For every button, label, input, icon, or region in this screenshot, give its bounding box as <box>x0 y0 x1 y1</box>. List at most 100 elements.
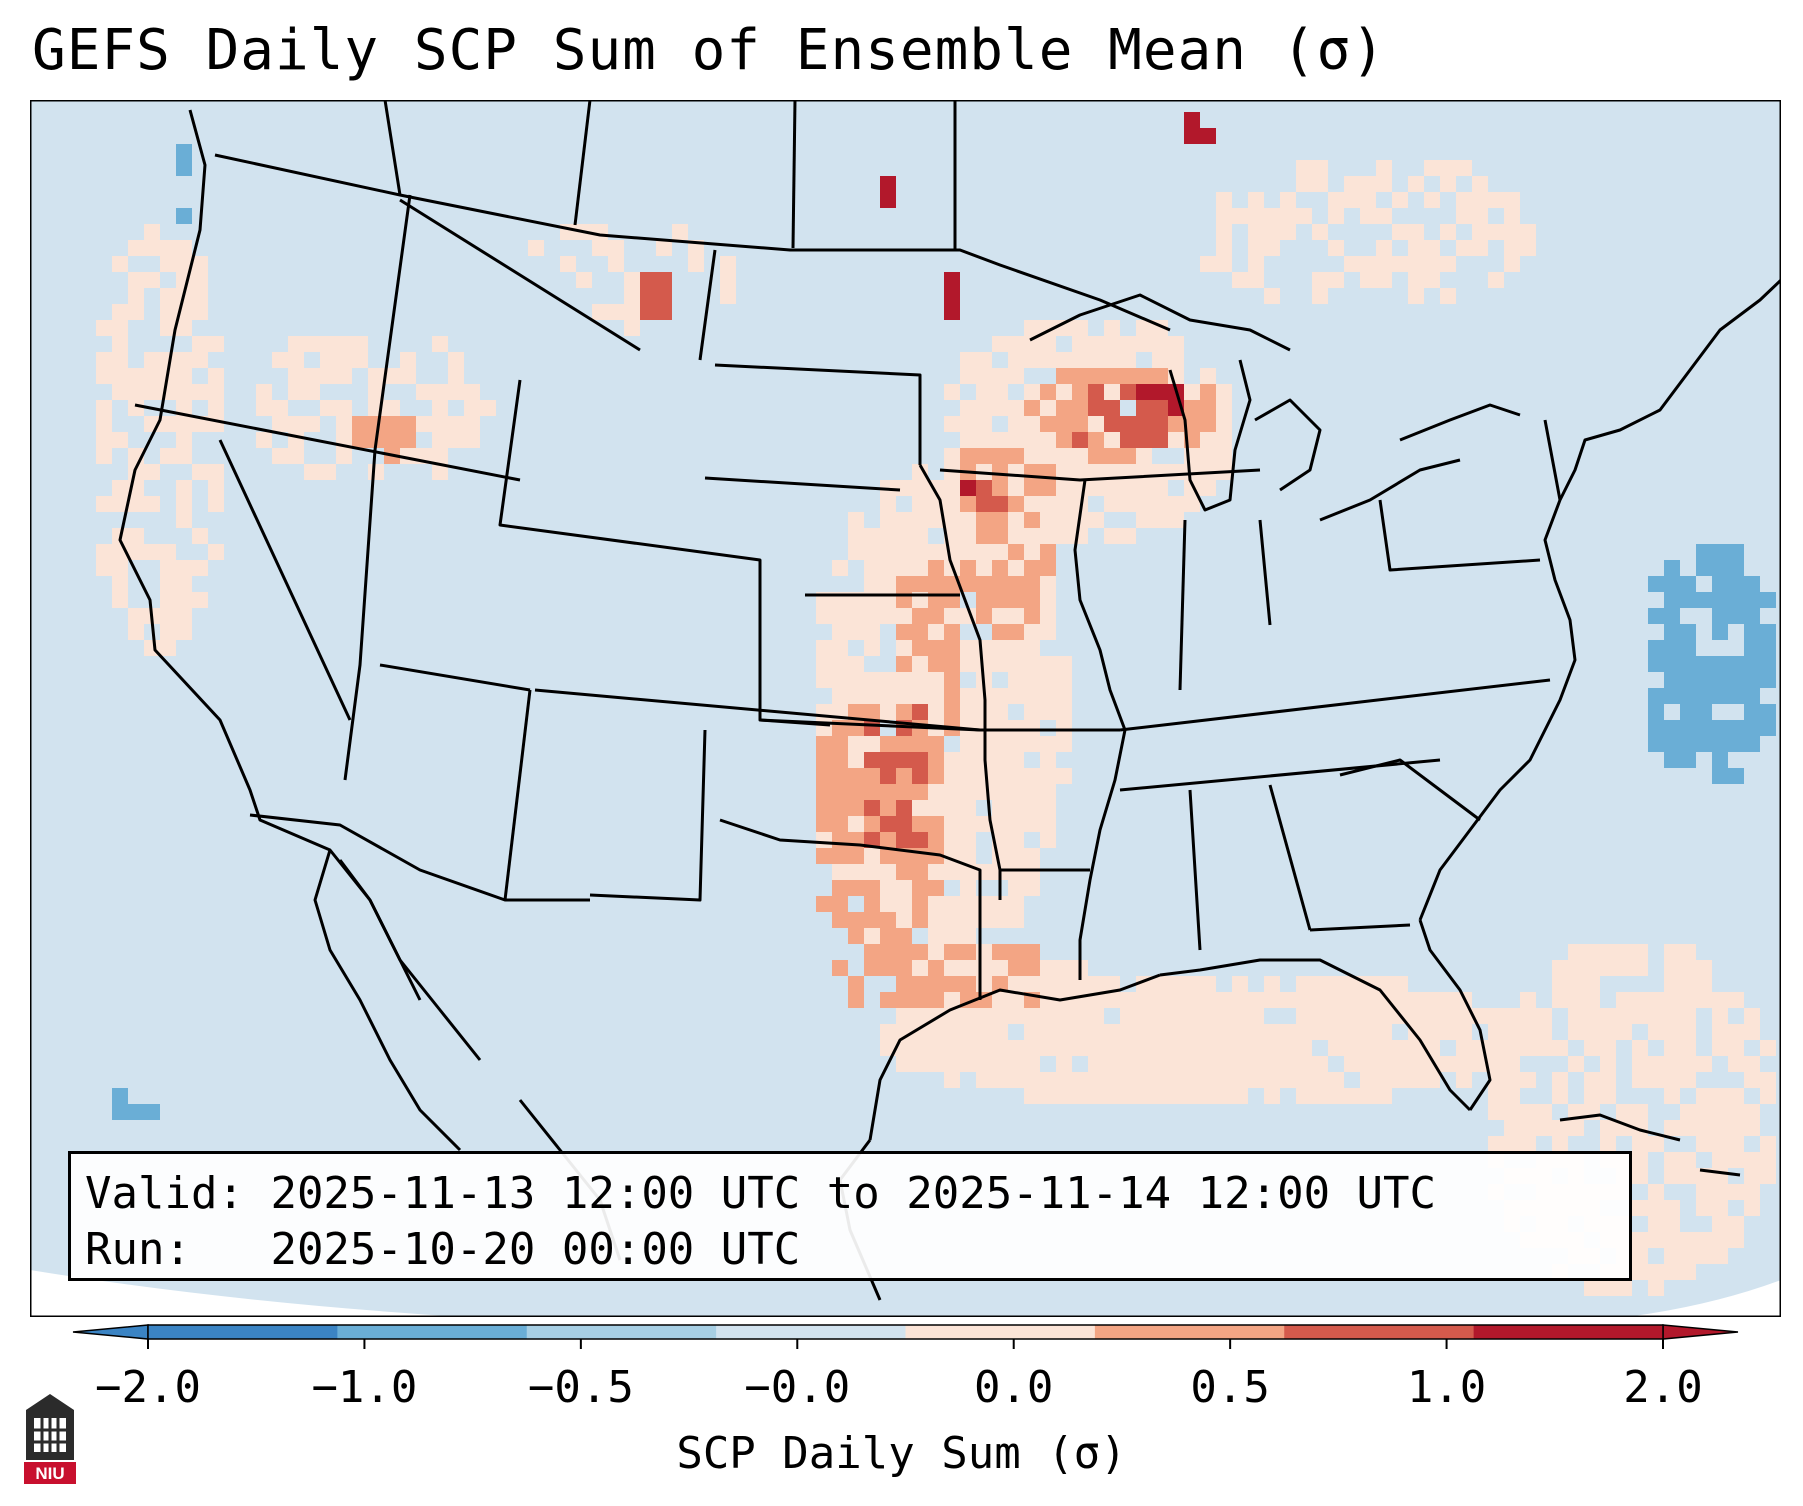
scp-cell <box>976 1072 992 1088</box>
scp-cell <box>1296 1088 1312 1104</box>
scp-cell <box>848 608 864 624</box>
scp-cell <box>976 592 992 608</box>
scp-cell <box>1472 192 1488 208</box>
scp-cell <box>1040 768 1056 784</box>
scp-cell <box>1328 1008 1344 1024</box>
scp-cell <box>1040 1040 1056 1056</box>
scp-cell <box>992 1072 1008 1088</box>
scp-cell <box>1216 400 1232 416</box>
scp-cell <box>864 880 880 896</box>
scp-cell <box>1008 720 1024 736</box>
scp-cell <box>816 752 832 768</box>
scp-cell <box>1648 720 1664 736</box>
scp-cell <box>1248 224 1264 240</box>
scp-cell <box>1456 1072 1472 1088</box>
scp-cell <box>416 416 432 432</box>
scp-cell <box>1008 528 1024 544</box>
scp-cell <box>1200 1072 1216 1088</box>
scp-cell <box>1680 1152 1696 1168</box>
scp-cell <box>1728 656 1744 672</box>
scp-cell <box>1168 1008 1184 1024</box>
scp-cell <box>864 560 880 576</box>
scp-cell <box>880 512 896 528</box>
scp-cell <box>1024 880 1040 896</box>
scp-cell <box>816 608 832 624</box>
scp-cell <box>896 480 912 496</box>
scp-cell <box>624 272 640 288</box>
scp-cell <box>1168 992 1184 1008</box>
scp-cell <box>1408 240 1424 256</box>
scp-cell <box>528 240 544 256</box>
scp-cell <box>1120 1024 1136 1040</box>
scp-cell <box>592 224 608 240</box>
scp-cell <box>1152 976 1168 992</box>
scp-cell <box>816 896 832 912</box>
scp-cell <box>1008 1056 1024 1072</box>
scp-cell <box>864 768 880 784</box>
scp-cell <box>960 432 976 448</box>
scp-cell <box>928 656 944 672</box>
scp-cell <box>1392 192 1408 208</box>
scp-cell <box>928 800 944 816</box>
scp-cell <box>1248 1056 1264 1072</box>
scp-cell <box>1008 624 1024 640</box>
scp-cell <box>1344 176 1360 192</box>
scp-cell <box>1760 1072 1776 1088</box>
scp-cell <box>1664 1248 1680 1264</box>
scp-cell <box>960 704 976 720</box>
scp-cell <box>160 576 176 592</box>
scp-cell <box>1008 832 1024 848</box>
scp-cell <box>1712 608 1728 624</box>
scp-cell <box>1664 1088 1680 1104</box>
scp-cell <box>880 960 896 976</box>
scp-cell <box>1504 224 1520 240</box>
scp-cell <box>880 528 896 544</box>
scp-cell <box>1024 1072 1040 1088</box>
scp-cell <box>832 752 848 768</box>
scp-cell <box>1216 992 1232 1008</box>
scp-cell <box>1136 1040 1152 1056</box>
scp-cell <box>1440 176 1456 192</box>
scp-cell <box>1152 1088 1168 1104</box>
scp-cell <box>304 416 320 432</box>
scp-cell <box>1120 528 1136 544</box>
scp-cell <box>1104 1072 1120 1088</box>
scp-cell <box>832 672 848 688</box>
scp-cell <box>1712 1040 1728 1056</box>
scp-cell <box>912 528 928 544</box>
scp-cell <box>864 944 880 960</box>
scp-cell <box>912 496 928 512</box>
scp-cell <box>880 560 896 576</box>
scp-cell <box>176 448 192 464</box>
scp-cell <box>1152 464 1168 480</box>
scp-cell <box>1712 1232 1728 1248</box>
scp-cell <box>1040 656 1056 672</box>
run-value: 2025-10-20 00:00 UTC <box>270 1224 801 1275</box>
colorbar-tick-label: −2.0 <box>95 1362 201 1413</box>
scp-cell <box>1536 1120 1552 1136</box>
scp-cell <box>992 1024 1008 1040</box>
scp-cell <box>976 1040 992 1056</box>
scp-cell <box>960 976 976 992</box>
scp-cell <box>1360 256 1376 272</box>
scp-cell <box>1280 992 1296 1008</box>
scp-cell <box>912 672 928 688</box>
scp-cell <box>1456 1008 1472 1024</box>
scp-cell <box>128 384 144 400</box>
scp-cell <box>720 288 736 304</box>
scp-cell <box>288 416 304 432</box>
scp-cell <box>1200 1088 1216 1104</box>
scp-cell <box>1424 1008 1440 1024</box>
scp-cell <box>1072 464 1088 480</box>
scp-cell <box>160 304 176 320</box>
scp-cell <box>112 256 128 272</box>
scp-cell <box>992 1008 1008 1024</box>
scp-cell <box>992 768 1008 784</box>
scp-cell <box>880 768 896 784</box>
scp-cell <box>1504 1008 1520 1024</box>
scp-cell <box>1152 480 1168 496</box>
scp-cell <box>304 384 320 400</box>
scp-cell <box>976 1008 992 1024</box>
scp-cell <box>944 960 960 976</box>
scp-cell <box>1008 464 1024 480</box>
